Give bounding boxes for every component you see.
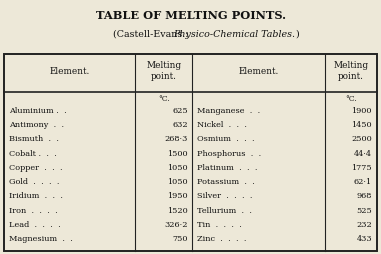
Text: 232: 232 [356, 221, 372, 229]
Text: Cobalt .  .  .: Cobalt . . . [9, 150, 57, 158]
Text: 1450: 1450 [351, 121, 372, 129]
Text: °C.: °C. [158, 95, 170, 103]
Text: Tellurium  .  .: Tellurium . . [197, 207, 252, 215]
Text: 1950: 1950 [167, 192, 188, 200]
Text: Tin  .  .  .  .: Tin . . . . [197, 221, 242, 229]
Text: Nickel  .  .  .: Nickel . . . [197, 121, 247, 129]
Text: 44·4: 44·4 [354, 150, 372, 158]
Text: (Castell-Evans :: (Castell-Evans : [113, 30, 191, 39]
Text: 1775: 1775 [351, 164, 372, 172]
Text: 968: 968 [357, 192, 372, 200]
Text: °C.: °C. [345, 95, 357, 103]
Text: Platinum  .  .  .: Platinum . . . [197, 164, 258, 172]
Text: Lead  .  .  .  .: Lead . . . . [9, 221, 61, 229]
Text: ): ) [295, 30, 299, 39]
Text: 433: 433 [356, 235, 372, 243]
Text: Osmium  .  .  .: Osmium . . . [197, 135, 255, 143]
Text: 2500: 2500 [351, 135, 372, 143]
Text: 326·2: 326·2 [164, 221, 188, 229]
Text: Melting
point.: Melting point. [146, 61, 181, 82]
Text: Physico-Chemical Tables.: Physico-Chemical Tables. [173, 30, 295, 39]
Text: 1050: 1050 [167, 164, 188, 172]
Text: Antimony  .  .: Antimony . . [9, 121, 64, 129]
Text: 1500: 1500 [167, 150, 188, 158]
Text: 625: 625 [172, 107, 188, 115]
Text: Iridium  .  .  .: Iridium . . . [9, 192, 63, 200]
Text: Phosphorus  .  .: Phosphorus . . [197, 150, 261, 158]
Text: Manganese  .  .: Manganese . . [197, 107, 260, 115]
Text: Aluminium .  .: Aluminium . . [9, 107, 67, 115]
Text: Silver  .  .  .  .: Silver . . . . [197, 192, 253, 200]
Text: Potassium  .  .: Potassium . . [197, 178, 255, 186]
Text: Iron  .  .  .  .: Iron . . . . [9, 207, 58, 215]
Text: 1050: 1050 [167, 178, 188, 186]
Text: Element.: Element. [239, 67, 279, 76]
Text: TABLE OF MELTING POINTS.: TABLE OF MELTING POINTS. [96, 10, 285, 21]
Text: Element.: Element. [50, 67, 90, 76]
Text: 268·3: 268·3 [165, 135, 188, 143]
Text: 1520: 1520 [167, 207, 188, 215]
Text: 1900: 1900 [351, 107, 372, 115]
Text: 62·1: 62·1 [354, 178, 372, 186]
Text: Copper  .  .  .: Copper . . . [9, 164, 62, 172]
Bar [5, 54, 376, 251]
Text: 750: 750 [172, 235, 188, 243]
Text: Zinc  .  .  .  .: Zinc . . . . [197, 235, 247, 243]
Text: Melting
point.: Melting point. [333, 61, 368, 82]
Text: 632: 632 [172, 121, 188, 129]
Text: Magnesium  .  .: Magnesium . . [9, 235, 73, 243]
Text: Bismuth  .  .: Bismuth . . [9, 135, 59, 143]
Text: Gold  .  .  .  .: Gold . . . . [9, 178, 59, 186]
Text: 525: 525 [356, 207, 372, 215]
